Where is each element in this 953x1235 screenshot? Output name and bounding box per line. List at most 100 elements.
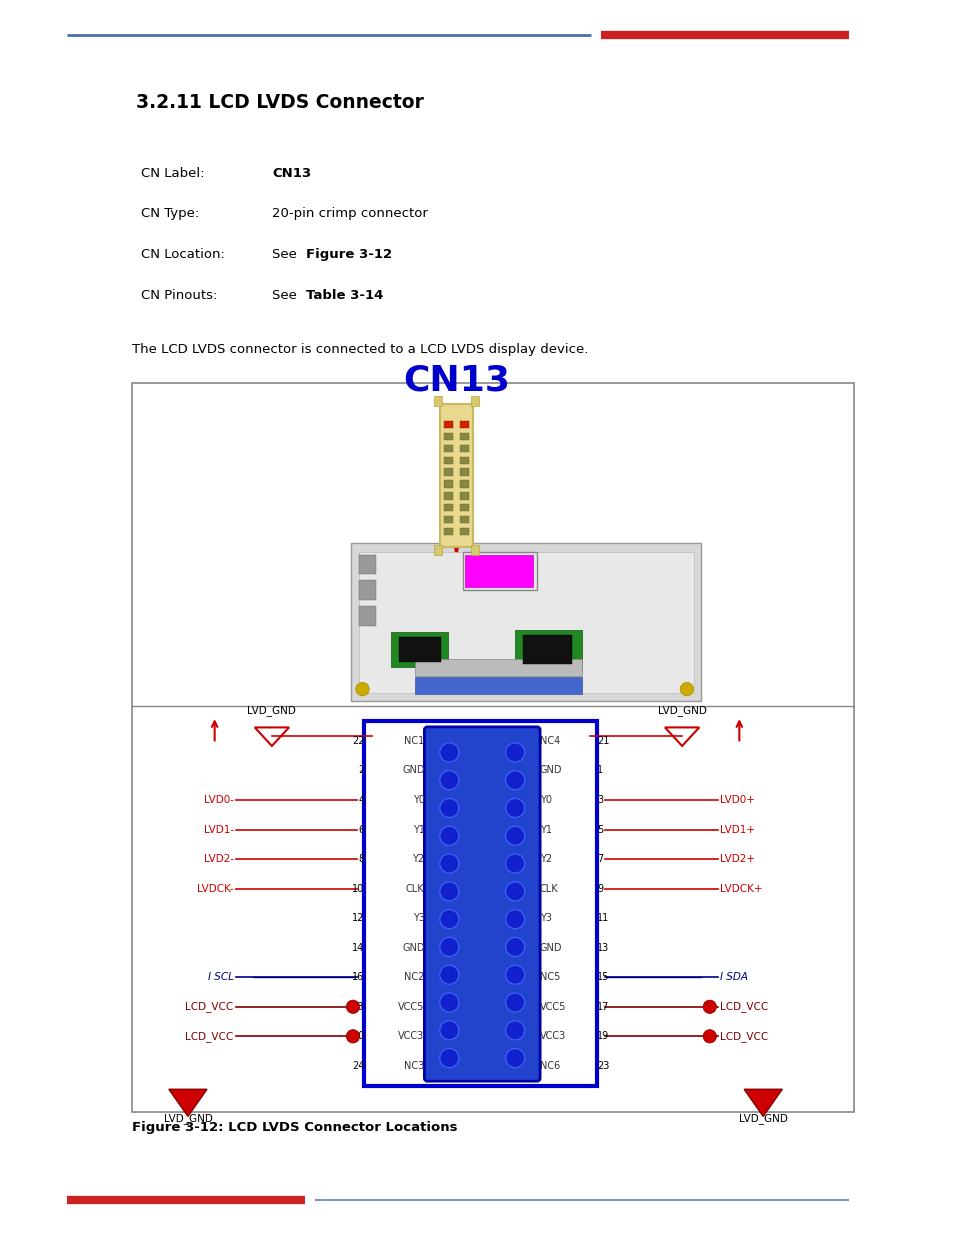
Circle shape [355, 683, 369, 695]
Text: 14: 14 [352, 942, 364, 952]
Text: Y2: Y2 [412, 855, 424, 864]
Text: Figure 3-12: LCD LVDS Connector Locations: Figure 3-12: LCD LVDS Connector Location… [132, 1121, 456, 1135]
Circle shape [505, 799, 524, 818]
Text: 2: 2 [357, 766, 364, 776]
Text: 12: 12 [352, 913, 364, 924]
Bar [434, 545, 441, 555]
Text: 19: 19 [597, 1031, 609, 1041]
Text: LVD_GND: LVD_GND [738, 1113, 787, 1124]
Bar [443, 480, 453, 488]
Text: 16: 16 [352, 972, 364, 982]
Text: 13: 13 [597, 942, 609, 952]
Text: 18: 18 [352, 1002, 364, 1011]
Text: CN13: CN13 [272, 167, 311, 180]
Text: LVD_GND: LVD_GND [163, 1113, 213, 1124]
Circle shape [702, 1030, 716, 1044]
Polygon shape [169, 1089, 207, 1116]
Text: GND: GND [401, 942, 424, 952]
Text: CN Location:: CN Location: [141, 248, 225, 262]
Text: Y0: Y0 [539, 795, 552, 805]
Bar [443, 493, 453, 500]
Text: NC5: NC5 [539, 972, 559, 982]
Bar [459, 445, 469, 452]
Text: 21: 21 [597, 736, 609, 746]
Bar [358, 580, 375, 600]
Circle shape [505, 1021, 524, 1040]
Text: 11: 11 [597, 913, 609, 924]
Bar [443, 516, 453, 524]
Polygon shape [743, 1089, 781, 1116]
Bar [443, 433, 453, 441]
Bar [464, 555, 533, 587]
Text: LCD_VCC: LCD_VCC [185, 1002, 233, 1013]
Bar [358, 555, 375, 574]
Text: 6: 6 [358, 825, 364, 835]
Text: NC4: NC4 [539, 736, 559, 746]
Text: 5: 5 [597, 825, 603, 835]
Text: Y1: Y1 [412, 825, 424, 835]
Text: 1: 1 [597, 766, 602, 776]
Text: 22: 22 [352, 736, 364, 746]
Text: 8: 8 [358, 855, 364, 864]
Bar [459, 480, 469, 488]
Circle shape [439, 1049, 458, 1067]
Text: 3.2.11 LCD LVDS Connector: 3.2.11 LCD LVDS Connector [136, 93, 424, 111]
Text: 4: 4 [358, 795, 364, 805]
Circle shape [505, 937, 524, 956]
Text: VCC3: VCC3 [397, 1031, 424, 1041]
Text: CN Pinouts:: CN Pinouts: [141, 289, 217, 303]
Bar [443, 468, 453, 475]
Text: Table 3-14: Table 3-14 [306, 289, 383, 303]
Circle shape [505, 771, 524, 789]
Bar [515, 630, 581, 669]
Text: VCC5: VCC5 [397, 1002, 424, 1011]
Circle shape [439, 1021, 458, 1040]
Bar [443, 457, 453, 464]
Text: 7: 7 [597, 855, 603, 864]
Bar [443, 421, 453, 429]
Text: LVD0-: LVD0- [204, 795, 233, 805]
Text: LVDCK-: LVDCK- [197, 883, 233, 894]
Text: LVD1+: LVD1+ [720, 825, 755, 835]
Bar [443, 504, 453, 511]
Circle shape [439, 937, 458, 956]
Text: CLK: CLK [539, 883, 558, 894]
Bar [132, 383, 853, 1112]
Text: I SCL: I SCL [208, 972, 233, 982]
Bar [459, 457, 469, 464]
Bar [459, 433, 469, 441]
Bar [459, 504, 469, 511]
Bar [372, 726, 589, 1081]
Text: 3: 3 [597, 795, 602, 805]
Text: LVD1-: LVD1- [203, 825, 233, 835]
Text: Y1: Y1 [539, 825, 552, 835]
Text: GND: GND [539, 766, 562, 776]
Text: LVD0+: LVD0+ [720, 795, 755, 805]
Circle shape [439, 771, 458, 789]
Text: LCD_VCC: LCD_VCC [720, 1031, 768, 1042]
Text: VCC5: VCC5 [539, 1002, 566, 1011]
Bar [364, 721, 597, 1086]
Bar [434, 396, 441, 406]
Text: 23: 23 [597, 1061, 609, 1071]
Text: VCC3: VCC3 [539, 1031, 566, 1041]
Bar [459, 493, 469, 500]
Circle shape [505, 993, 524, 1011]
Bar [415, 659, 581, 676]
Text: LVD_GND: LVD_GND [247, 705, 296, 716]
Text: LVD_GND: LVD_GND [657, 705, 706, 716]
Circle shape [346, 1030, 359, 1044]
Circle shape [505, 1049, 524, 1067]
Circle shape [505, 966, 524, 984]
Bar [443, 527, 453, 535]
Text: The LCD LVDS connector is connected to a LCD LVDS display device.: The LCD LVDS connector is connected to a… [132, 343, 587, 357]
Bar [522, 635, 572, 664]
Circle shape [505, 882, 524, 900]
Text: 24: 24 [352, 1061, 364, 1071]
Circle shape [505, 743, 524, 762]
Text: LVDCK+: LVDCK+ [720, 883, 762, 894]
Text: See: See [272, 289, 301, 303]
Text: LCD_VCC: LCD_VCC [185, 1031, 233, 1042]
Bar [358, 552, 693, 693]
Text: GND: GND [401, 766, 424, 776]
